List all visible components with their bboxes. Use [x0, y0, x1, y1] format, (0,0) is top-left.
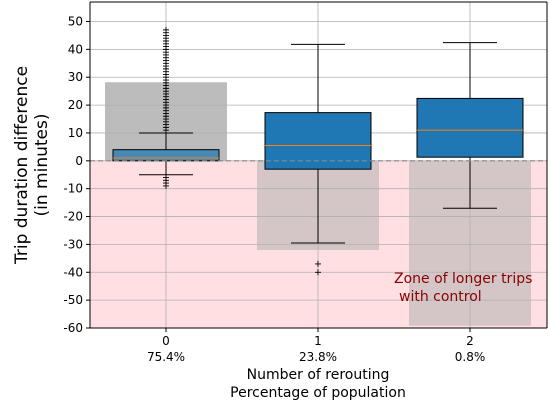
y-tick-label: 0 [75, 154, 83, 168]
y-tick-label: -20 [63, 210, 83, 224]
y-tick-label: 20 [68, 98, 83, 112]
y-axis-label-line-2: (in minutes) [32, 114, 52, 217]
x-percentage-label: 75.4% [147, 350, 185, 364]
y-axis-label-line-1: Trip duration difference [12, 66, 32, 265]
y-tick-label: 40 [68, 42, 83, 56]
flier [163, 182, 169, 189]
flier [163, 26, 169, 33]
boxplot-1 [264, 43, 372, 276]
y-tick-label: -30 [63, 237, 83, 251]
box-iqr [416, 97, 524, 158]
box-iqr [112, 149, 220, 162]
y-tick-label: -60 [63, 321, 83, 335]
box-iqr [264, 112, 372, 170]
x-tick-label: 1 [314, 334, 322, 348]
boxplot-2 [416, 42, 524, 209]
flier [315, 269, 321, 276]
y-tick-label: 50 [68, 15, 83, 29]
zone-label-line-1: Zone of longer trips [394, 271, 532, 287]
y-tick-label: 30 [68, 70, 83, 84]
flier [315, 260, 321, 267]
x-axis-label-line-1: Number of rerouting [247, 367, 390, 383]
x-tick-label: 0 [162, 334, 170, 348]
box-layer [112, 26, 524, 276]
x-tick-label: 2 [466, 334, 474, 348]
boxplot-0 [112, 26, 220, 189]
zone-label-line-2: with control [399, 289, 482, 305]
y-tick-label: -50 [63, 293, 83, 307]
label-layer: Zone of longer trips with control Number… [12, 66, 532, 401]
y-tick-label: 10 [68, 126, 83, 140]
x-percentage-label: 0.8% [455, 350, 486, 364]
x-axis-label-line-2: Percentage of population [230, 385, 406, 401]
x-percentage-label: 23.8% [299, 350, 337, 364]
axis-layer: -60 -50 -40 -30 -20 -10 0 10 20 30 40 50 0 75.4% 1 23.8… [63, 1, 548, 364]
y-tick-label: -10 [63, 182, 83, 196]
y-tick-label: -40 [63, 265, 83, 279]
